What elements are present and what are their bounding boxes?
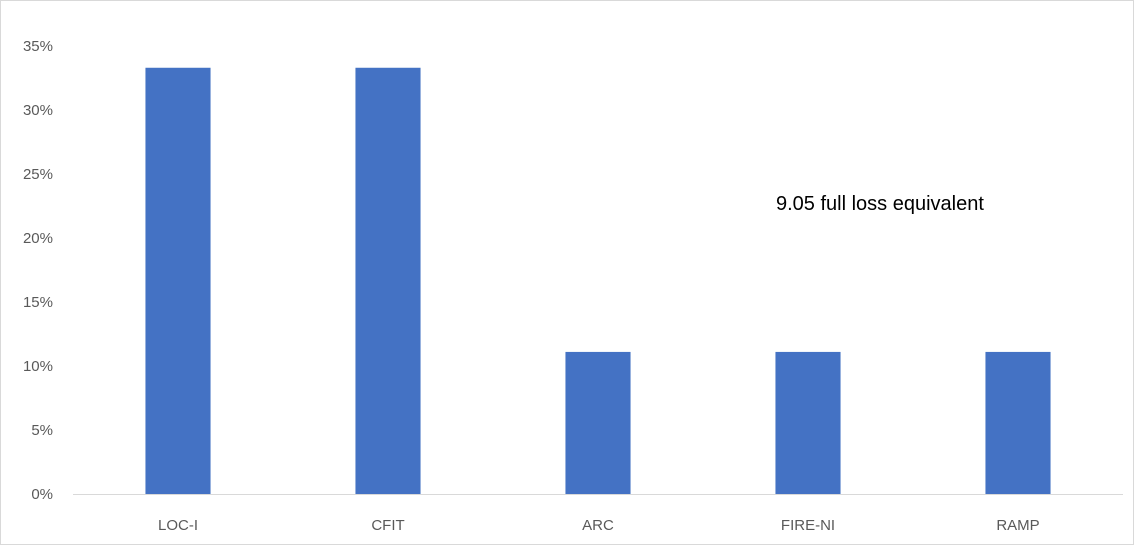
- x-tick-label: CFIT: [371, 517, 404, 534]
- y-axis-ticks: 0% 5% 10% 15% 20% 25% 30% 35%: [23, 38, 53, 503]
- bar: [985, 351, 1051, 494]
- x-tick-label: LOC-I: [158, 517, 198, 534]
- y-tick-label: 25%: [23, 166, 53, 183]
- y-tick-label: 0%: [31, 486, 53, 503]
- y-tick-label: 30%: [23, 102, 53, 119]
- y-tick-label: 5%: [31, 422, 53, 439]
- bar: [355, 67, 421, 494]
- bars: [145, 67, 1051, 494]
- y-tick-label: 15%: [23, 294, 53, 311]
- bar: [775, 351, 841, 494]
- y-tick-label: 35%: [23, 38, 53, 55]
- bar: [145, 67, 211, 494]
- x-tick-label: ARC: [582, 517, 614, 534]
- y-tick-label: 20%: [23, 230, 53, 247]
- x-axis-ticks: LOC-I CFIT ARC FIRE-NI RAMP: [158, 517, 1040, 534]
- chart-annotation: 9.05 full loss equivalent: [776, 193, 984, 215]
- y-tick-label: 10%: [23, 358, 53, 375]
- x-tick-label: RAMP: [996, 517, 1039, 534]
- bar: [565, 351, 631, 494]
- x-tick-label: FIRE-NI: [781, 517, 835, 534]
